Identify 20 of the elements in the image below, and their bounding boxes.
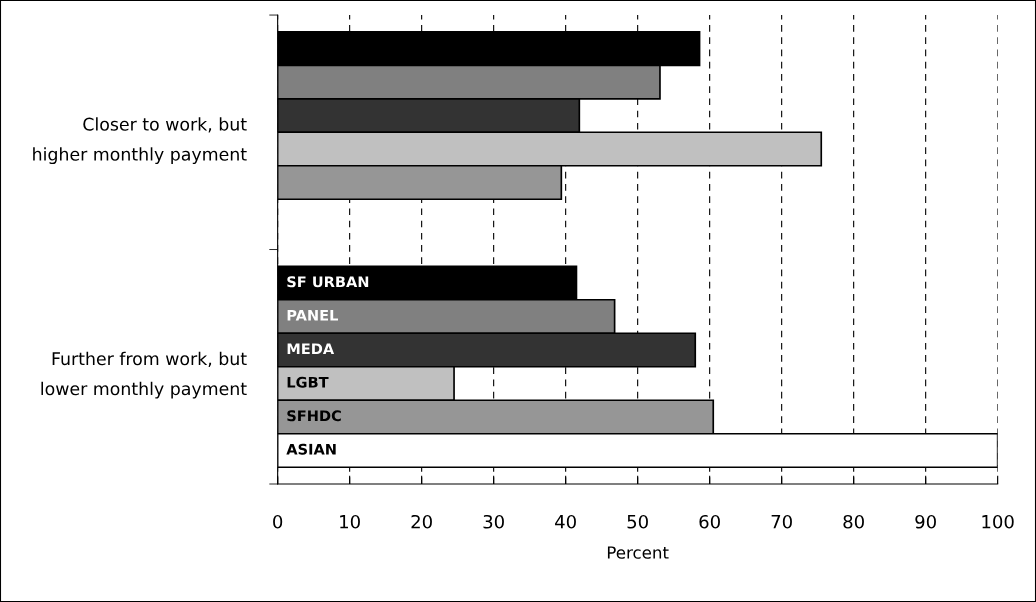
series-label: ASIAN bbox=[286, 443, 336, 455]
x-tick-label: 90 bbox=[915, 514, 936, 529]
x-tick-label: 10 bbox=[340, 514, 360, 529]
x-tick-label: 60 bbox=[699, 514, 720, 529]
x-tick-label: 40 bbox=[555, 514, 576, 529]
series-label: SF URBAN bbox=[287, 276, 369, 288]
x-axis-title: Percent bbox=[607, 546, 669, 559]
series-label: SFHDC bbox=[287, 410, 341, 422]
x-tick-label: 70 bbox=[771, 514, 792, 529]
y-tick-label: Closer to work, but higher monthly payment bbox=[33, 117, 247, 165]
x-tick-label: 0 bbox=[273, 514, 283, 529]
x-tick-label: 30 bbox=[483, 514, 504, 529]
series-label: LGBT bbox=[287, 376, 329, 388]
x-tick-label: 100 bbox=[982, 514, 1014, 529]
y-tick-label: Further from work, but lower monthly payment bbox=[41, 351, 247, 399]
series-label: PANEL bbox=[287, 309, 338, 321]
x-tick-label: 50 bbox=[627, 514, 648, 529]
x-tick-label: 80 bbox=[843, 514, 864, 529]
x-tick-label: 20 bbox=[411, 514, 432, 529]
series-label: MEDA bbox=[287, 343, 335, 355]
